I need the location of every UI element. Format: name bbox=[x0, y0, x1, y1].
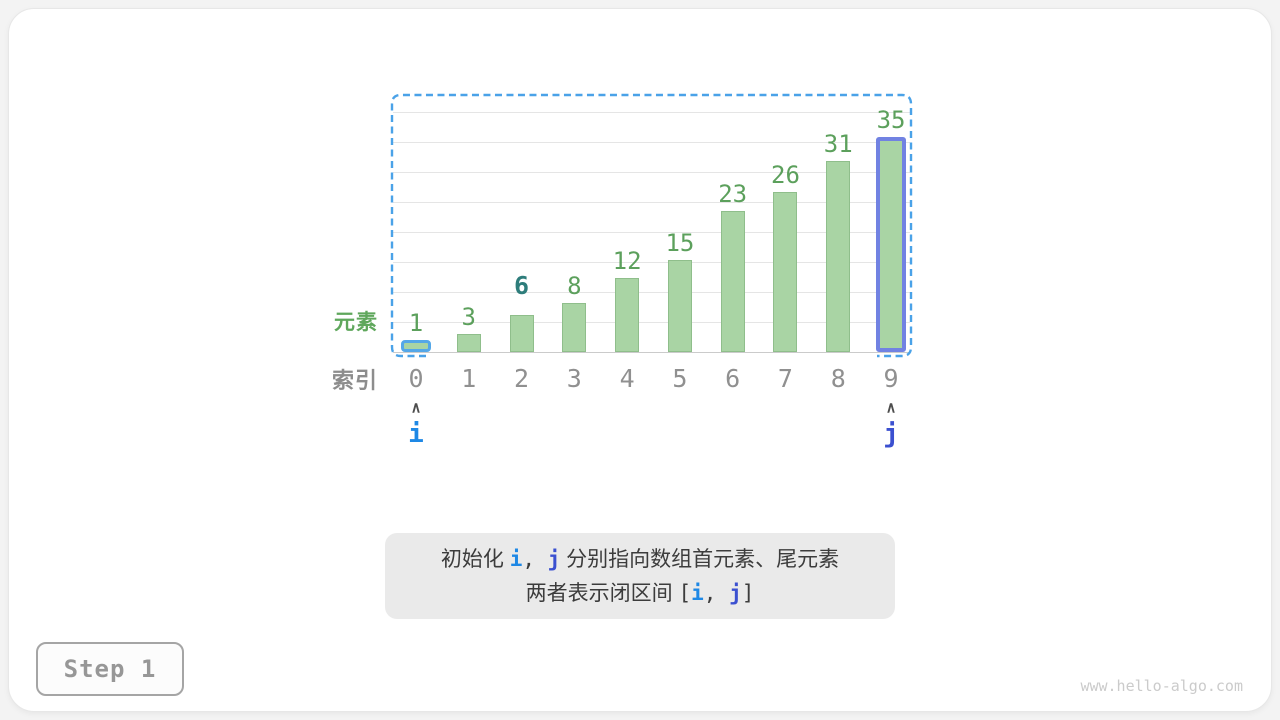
value-label: 1 bbox=[408, 309, 424, 337]
caption-j-token: j bbox=[547, 546, 561, 571]
value-label: 8 bbox=[567, 272, 582, 300]
bar-pointer-j bbox=[876, 137, 907, 352]
axis-baseline bbox=[393, 352, 910, 353]
caption-text: , bbox=[522, 546, 548, 571]
value-label-target: 6 bbox=[514, 271, 530, 300]
caption-i-token: i bbox=[691, 580, 704, 605]
index-label-7: 7 bbox=[777, 364, 793, 393]
caption-text: , bbox=[703, 580, 730, 605]
bar-index-2 bbox=[509, 315, 534, 352]
index-label-4: 4 bbox=[619, 364, 635, 393]
value-label: 12 bbox=[612, 247, 642, 275]
step-badge: Step 1 bbox=[36, 642, 184, 696]
index-label-2: 2 bbox=[514, 364, 530, 393]
bar-index-3 bbox=[562, 303, 587, 352]
caption-text: [ bbox=[678, 580, 692, 605]
caption-text: 分别指向数组首元素、尾元素 bbox=[560, 547, 840, 571]
pointer-j-label: j bbox=[883, 419, 899, 449]
index-label-0: 0 bbox=[408, 364, 424, 393]
caption-i-token: i bbox=[509, 546, 523, 571]
bar-pointer-i bbox=[401, 340, 431, 352]
bar-index-8 bbox=[826, 161, 851, 352]
value-label: 23 bbox=[718, 180, 748, 208]
watermark: www.hello-algo.com bbox=[1080, 677, 1243, 695]
index-label-8: 8 bbox=[830, 364, 846, 393]
index-label-9: 9 bbox=[883, 364, 899, 393]
bar-index-4 bbox=[615, 278, 640, 352]
value-label: 3 bbox=[461, 303, 476, 331]
pointer-j-caret-icon: ∧ bbox=[885, 398, 897, 416]
index-label-6: 6 bbox=[725, 364, 741, 393]
caption-j-token: j bbox=[729, 580, 742, 605]
pointer-i-label: i bbox=[408, 419, 424, 449]
index-label-3: 3 bbox=[566, 364, 582, 393]
caption-box: 初始化 i, j 分别指向数组首元素、尾元素 两者表示闭区间 [i, j] bbox=[385, 533, 895, 619]
pointer-i-caret-icon: ∧ bbox=[410, 398, 422, 416]
index-label-5: 5 bbox=[672, 364, 688, 393]
caption-line-1: 初始化 i, j 分别指向数组首元素、尾元素 bbox=[441, 544, 839, 575]
caption-line-2: 两者表示闭区间 [i, j] bbox=[526, 578, 755, 609]
x-axis-label: 索引 bbox=[331, 368, 378, 393]
value-label: 31 bbox=[823, 130, 853, 158]
bar-index-5 bbox=[667, 260, 692, 352]
bar-index-6 bbox=[720, 211, 745, 352]
caption-text: 两者表示闭区间 bbox=[525, 581, 679, 605]
y-axis-label: 元素 bbox=[334, 311, 378, 334]
figure-card: 元素 索引 初始化 i, j 分别指向数组首元素、尾元素 两者表示闭区间 [i,… bbox=[8, 8, 1272, 712]
value-label: 15 bbox=[665, 229, 695, 257]
value-label: 35 bbox=[876, 106, 906, 134]
caption-text: ] bbox=[741, 580, 755, 605]
index-label-1: 1 bbox=[461, 364, 477, 393]
caption-text: 初始化 bbox=[440, 547, 510, 571]
gridline bbox=[393, 112, 910, 113]
value-label: 26 bbox=[771, 161, 800, 189]
bar-index-7 bbox=[773, 192, 798, 352]
bar-index-1 bbox=[456, 334, 481, 352]
